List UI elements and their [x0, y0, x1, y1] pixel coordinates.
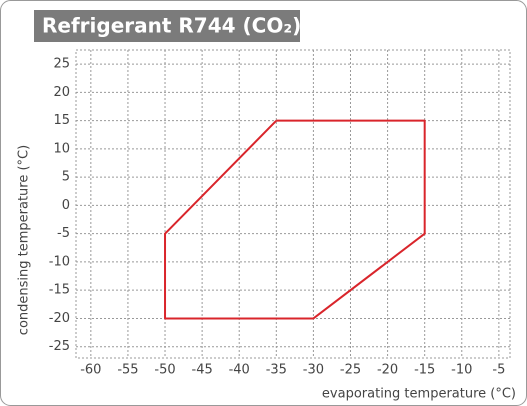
y-tick-label: -10	[49, 254, 70, 269]
title-box	[34, 10, 300, 42]
x-tick-label: -35	[266, 363, 287, 378]
x-tick-label: -60	[80, 363, 101, 378]
y-tick-label: 25	[53, 57, 70, 72]
x-tick-label: -30	[303, 363, 324, 378]
y-tick-label: 15	[53, 113, 70, 128]
x-tick-label: -45	[192, 363, 213, 378]
x-tick-label: -15	[414, 363, 435, 378]
y-tick-label: 0	[62, 198, 70, 213]
y-tick-label: -5	[57, 226, 70, 241]
plot-border	[75, 49, 511, 359]
x-axis-label: evaporating temperature (°C)	[322, 387, 516, 402]
y-tick-label: 5	[62, 170, 70, 185]
x-tick-label: -20	[377, 363, 398, 378]
y-tick-label: 20	[53, 85, 70, 100]
y-tick-label: 10	[53, 141, 70, 156]
x-tick-label: -40	[229, 363, 250, 378]
x-tick-label: -5	[492, 363, 505, 378]
x-tick-label: -55	[117, 363, 138, 378]
y-tick-label: -20	[49, 311, 70, 326]
x-tick-label: -25	[340, 363, 361, 378]
y-tick-label: -25	[49, 339, 70, 354]
y-axis-label: condensing temperature (°C)	[17, 145, 32, 335]
chart-title: Refrigerant R744 (CO₂)	[42, 14, 301, 38]
y-tick-label: -15	[49, 283, 70, 298]
x-tick-label: -50	[154, 363, 175, 378]
envelope-line	[164, 119, 426, 320]
x-tick-label: -10	[451, 363, 472, 378]
